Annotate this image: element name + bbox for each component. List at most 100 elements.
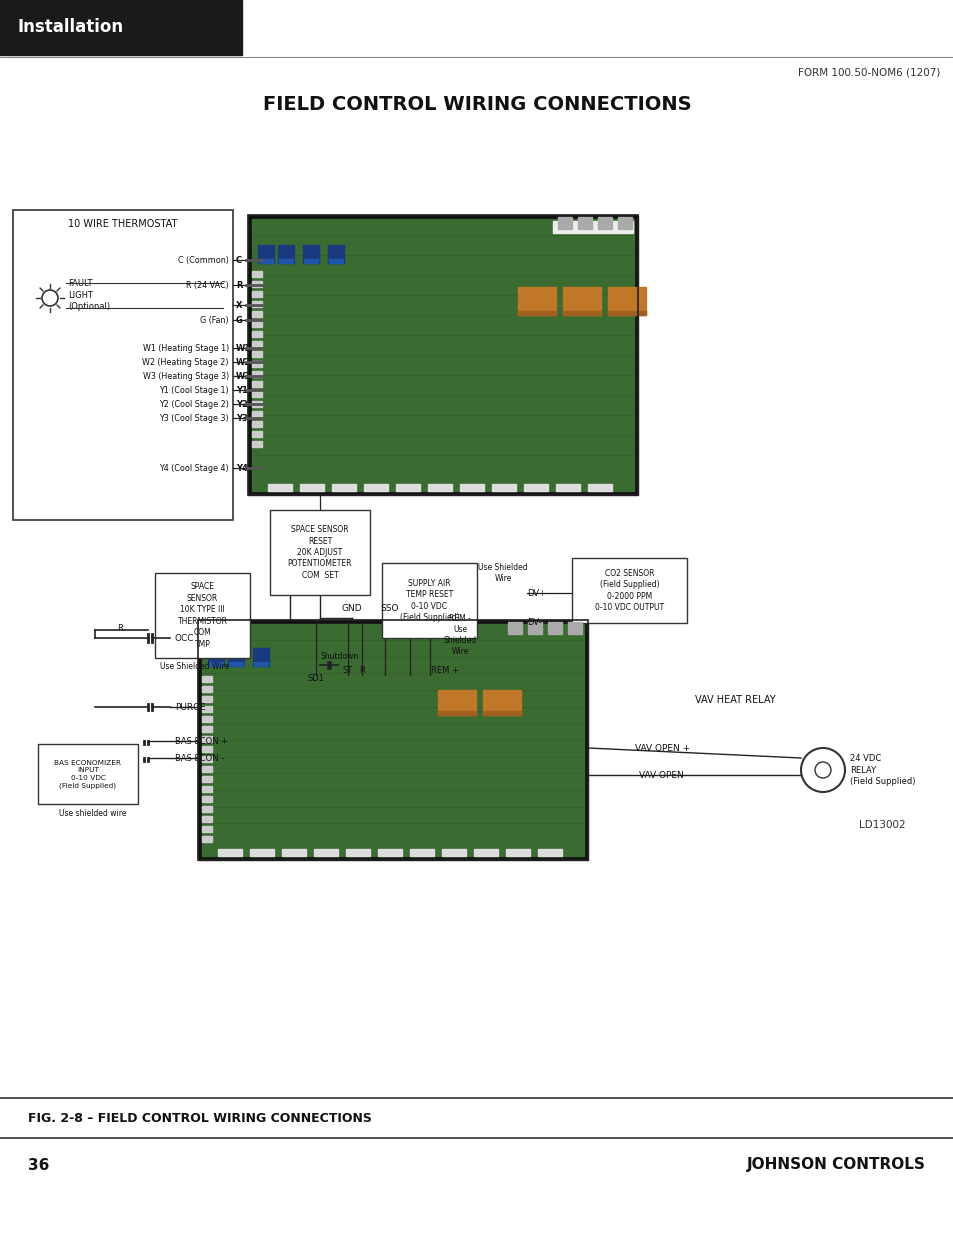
Bar	[303, 245, 318, 263]
Bar	[437, 711, 476, 715]
Bar	[527, 622, 541, 634]
Text: W3: W3	[235, 372, 251, 380]
Text: G (Fan): G (Fan)	[200, 315, 229, 325]
Bar	[270, 510, 370, 595]
Text: SUPPLY AIR
TEMP RESET
0-10 VDC
(Field Supplied): SUPPLY AIR TEMP RESET 0-10 VDC (Field Su…	[399, 579, 458, 622]
Bar	[252, 291, 262, 296]
Text: FAULT
LIGHT
(Optional): FAULT LIGHT (Optional)	[68, 279, 110, 311]
Text: R: R	[358, 666, 365, 674]
Bar	[202, 826, 212, 832]
Text: SPACE SENSOR
RESET
20K ADJUST
POTENTIOMETER
COM  SET: SPACE SENSOR RESET 20K ADJUST POTENTIOME…	[288, 525, 352, 580]
Text: C (Common): C (Common)	[178, 256, 229, 264]
Text: R: R	[235, 280, 242, 289]
Bar	[381, 563, 476, 638]
Text: Y4: Y4	[235, 463, 248, 473]
Bar	[38, 743, 138, 804]
Bar	[517, 311, 556, 315]
Bar	[258, 259, 273, 263]
Bar	[252, 421, 262, 427]
Text: Y1: Y1	[235, 385, 248, 394]
Bar	[437, 690, 476, 715]
Bar	[278, 259, 293, 263]
Bar	[299, 484, 324, 492]
Bar	[252, 311, 262, 317]
Text: Shutdown: Shutdown	[320, 652, 358, 661]
Text: W1 (Heating Stage 1): W1 (Heating Stage 1)	[143, 343, 229, 352]
Text: X: X	[235, 300, 242, 310]
Text: FIELD CONTROL WIRING CONNECTIONS: FIELD CONTROL WIRING CONNECTIONS	[262, 95, 691, 114]
Bar	[154, 573, 250, 658]
Bar	[277, 245, 294, 263]
Text: W1: W1	[235, 343, 251, 352]
Bar	[229, 662, 243, 666]
Text: REM -
Use
Shielded
Wire: REM - Use Shielded Wire	[443, 614, 476, 656]
Bar	[567, 622, 581, 634]
Bar	[328, 245, 344, 263]
Bar	[252, 219, 634, 492]
Text: FIG. 2-8 – FIELD CONTROL WIRING CONNECTIONS: FIG. 2-8 – FIELD CONTROL WIRING CONNECTI…	[28, 1112, 372, 1125]
Bar	[202, 806, 212, 811]
Text: W2 (Heating Stage 2): W2 (Heating Stage 2)	[142, 357, 229, 367]
Text: Y2 (Cool Stage 2): Y2 (Cool Stage 2)	[159, 399, 229, 409]
Text: Use shielded wire: Use shielded wire	[59, 809, 127, 819]
Bar	[209, 662, 223, 666]
Text: 36: 36	[28, 1157, 50, 1172]
Bar	[202, 797, 212, 802]
Text: BAS ECONOMIZER
INPUT
0-10 VDC
(Field Supplied): BAS ECONOMIZER INPUT 0-10 VDC (Field Sup…	[54, 760, 121, 788]
Text: G: G	[235, 315, 243, 325]
Text: DV-: DV-	[526, 618, 541, 626]
Text: R: R	[117, 624, 123, 632]
Bar	[346, 848, 370, 856]
Bar	[482, 711, 520, 715]
Bar	[562, 287, 600, 315]
Bar	[364, 484, 388, 492]
Bar	[562, 311, 600, 315]
Text: SSO: SSO	[380, 604, 399, 613]
Bar	[202, 785, 212, 792]
Bar	[618, 217, 631, 228]
Bar	[252, 331, 262, 337]
Bar	[202, 726, 212, 732]
Text: VAV HEAT RELAY: VAV HEAT RELAY	[694, 695, 775, 705]
Bar	[202, 756, 212, 762]
Text: Y4 (Cool Stage 4): Y4 (Cool Stage 4)	[159, 463, 229, 473]
Bar	[253, 662, 268, 666]
Bar	[598, 217, 612, 228]
Text: SD1: SD1	[307, 673, 324, 683]
Bar	[558, 217, 572, 228]
Bar	[537, 848, 561, 856]
Bar	[474, 848, 497, 856]
Bar	[202, 624, 583, 856]
Bar	[248, 215, 638, 495]
Bar	[252, 270, 262, 277]
Bar	[492, 484, 516, 492]
Text: PURGE: PURGE	[174, 703, 206, 711]
Text: VAV OPEN +: VAV OPEN +	[634, 743, 689, 752]
Bar	[572, 558, 686, 622]
Bar	[202, 836, 212, 842]
Bar	[198, 620, 587, 860]
Bar	[248, 215, 638, 495]
Text: LD13002: LD13002	[859, 820, 905, 830]
Text: VAV OPEN -: VAV OPEN -	[639, 771, 689, 779]
Text: Y1 (Cool Stage 1): Y1 (Cool Stage 1)	[159, 385, 229, 394]
Text: REM +: REM +	[431, 666, 458, 674]
Text: FORM 100.50-NOM6 (1207): FORM 100.50-NOM6 (1207)	[797, 67, 939, 77]
Bar	[556, 484, 579, 492]
Bar	[252, 282, 262, 287]
Text: W2: W2	[235, 357, 251, 367]
Bar	[607, 311, 645, 315]
Bar	[198, 620, 587, 860]
Bar	[252, 321, 262, 327]
Bar	[482, 690, 520, 715]
Bar	[202, 776, 212, 782]
Text: DV+: DV+	[526, 589, 545, 598]
Bar	[252, 431, 262, 437]
Bar	[228, 648, 244, 666]
Text: Use Shielded
Wire: Use Shielded Wire	[477, 563, 527, 583]
Bar	[395, 484, 419, 492]
Bar	[587, 484, 612, 492]
Bar	[252, 361, 262, 367]
Bar	[252, 441, 262, 447]
Bar	[250, 848, 274, 856]
